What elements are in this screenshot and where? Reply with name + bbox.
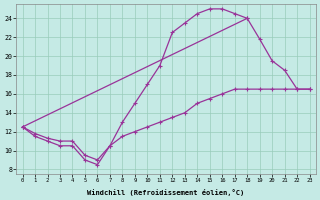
X-axis label: Windchill (Refroidissement éolien,°C): Windchill (Refroidissement éolien,°C) (87, 189, 245, 196)
